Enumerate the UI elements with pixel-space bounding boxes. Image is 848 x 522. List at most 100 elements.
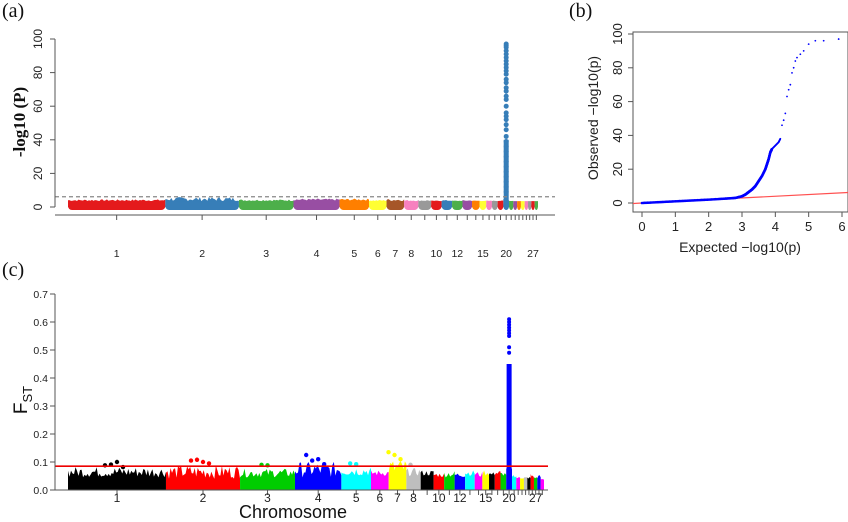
peak-point [503,169,509,175]
manhattan-plot-fst: 0.00.10.20.30.40.50.60.71 2 3 4 5 6 7 8 10 12 15 20… [11,289,548,522]
chromosome-23-body [520,478,524,490]
chromosome-21-points [509,200,514,210]
peak-point [503,174,509,180]
x-tick-label: 7 [394,491,401,505]
chromosome-13-points [465,470,475,490]
chromosome-3-points [238,199,294,210]
svg-text:FST: FST [11,386,35,414]
chromosome-8-points [406,468,421,490]
chromosome-15-body [482,470,490,490]
peak-point [503,189,509,195]
chromosome-24-base [520,201,525,210]
c-x-axis-label: Chromosome [239,502,347,522]
x-tick-label: 4 [314,248,320,260]
chromosome-10-points [431,200,442,210]
peak-point [507,350,512,355]
peak-point [503,117,509,123]
peak-20 [506,317,512,490]
x-tick-label: 5 [351,248,357,260]
x-tick-label: 1 [114,248,120,260]
chromosome-18-points [497,200,504,210]
peak-point [503,127,509,133]
chromosome-12-points [454,473,466,490]
chromosome-13-body [465,470,475,490]
x-tick-label: 4 [315,491,322,505]
chromosome-2-points [165,465,241,490]
qq-point [837,38,840,40]
x-tick-label: 2 [200,491,207,505]
peak-point [503,88,509,94]
y-tick-label: 0.4 [33,373,48,385]
chromosome-21-points [511,475,517,490]
x-tick-label: 6 [376,491,383,505]
a-marks [68,41,538,210]
chromosome-1-points [68,199,166,210]
y-tick-label: 0.3 [33,401,48,413]
y-tick-label: 80 [610,61,625,75]
chromosome-1-body [68,467,166,490]
x-tick-label: 7 [392,248,398,260]
outlier-point [353,462,359,467]
peak-point [507,345,512,350]
chromosome-7-body [388,460,407,490]
peak-point [507,415,512,420]
chromosome-6-points [370,470,389,490]
peak-point [503,144,509,150]
qq-point [799,53,802,56]
chromosome-28-points [537,475,541,490]
chromosome-2-body [165,465,241,490]
chromosome-28-base [534,201,538,210]
chromosome-29-points [540,478,544,490]
outlier-point [398,457,403,462]
c-y-axis-label: FST [11,386,35,414]
peak-point [507,334,512,338]
chromosome-27-body [533,477,538,490]
chromosome-8-body [406,468,421,490]
x-tick-label: 15 [479,491,493,505]
peak-20 [503,41,509,207]
chromosome-27-points [533,477,538,490]
x-tick-label: 27 [529,491,543,505]
qq-point [782,119,785,122]
outlier-point [347,461,353,466]
chromosome-12-body [454,473,466,490]
y-tick-label: 0.6 [33,317,48,329]
chromosome-5-body [341,467,371,490]
qq-point [779,137,782,140]
chromosome-12-points [452,200,463,210]
x-tick-label: 20 [502,491,516,505]
chromosome-2-base [165,201,239,210]
chromosome-13-points [462,199,473,210]
chromosome-17-base [491,201,498,210]
y-tick-label: 0.7 [33,289,48,301]
chromosome-14-body [474,471,483,490]
chromosome-7-points [386,199,405,210]
chromosome-4-body [295,461,342,490]
chromosome-22-body [516,477,521,490]
chromosome-23-points [520,478,524,490]
chromosome-11-points [444,471,455,490]
x-tick-label: 8 [408,248,414,260]
peak-point [503,122,509,128]
y-tick-label: 0 [31,203,45,210]
peak-point [503,184,509,190]
x-tick-label: 2 [199,248,205,260]
peak-point [507,370,512,375]
chromosome-2-points [165,197,239,210]
x-tick-label: 15 [477,248,489,260]
chromosome-24-points [523,477,528,490]
chromosome-25-points [524,201,529,210]
chromosome-21-body [511,475,517,490]
outlier-point [206,461,212,466]
chromosome-3-points [240,468,296,490]
qq-point [807,43,810,46]
chromosome-5-base [339,201,369,210]
chromosome-7-base [386,201,405,210]
x-tick-label: 3 [264,491,271,505]
peak-point [503,133,509,139]
chromosome-16-base [486,201,492,210]
